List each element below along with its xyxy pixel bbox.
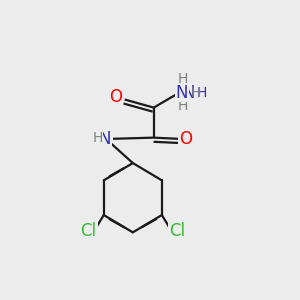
Text: H: H (190, 85, 201, 100)
Text: H: H (178, 72, 188, 86)
Text: N: N (98, 130, 111, 148)
Text: Cl: Cl (169, 222, 185, 240)
Text: N: N (176, 84, 188, 102)
Text: O: O (109, 88, 122, 106)
Text: H: H (96, 132, 106, 146)
Text: O: O (178, 130, 192, 148)
Text: H: H (197, 85, 207, 100)
Text: H: H (178, 100, 188, 113)
Text: O: O (178, 130, 192, 148)
Text: Cl: Cl (81, 222, 97, 240)
Text: N: N (183, 84, 195, 102)
Text: O: O (109, 88, 122, 106)
Text: Cl: Cl (81, 222, 97, 240)
Text: H: H (93, 130, 103, 145)
Text: Cl: Cl (169, 222, 185, 240)
Text: N: N (98, 130, 111, 148)
